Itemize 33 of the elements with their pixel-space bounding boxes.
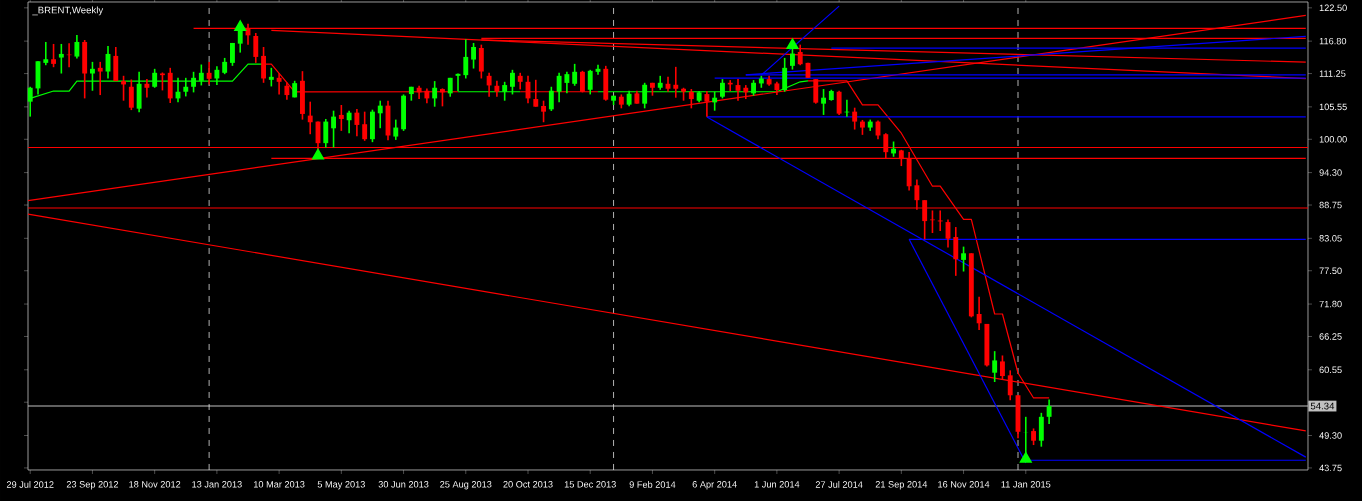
y-tick-label: 49.30	[1319, 432, 1342, 439]
y-tick-label: 94.30	[1319, 169, 1342, 176]
x-tick-label: 13 Jan 2013	[192, 481, 242, 488]
x-tick-label: 29 Jul 2012	[6, 481, 54, 488]
x-tick-label: 1 Jun 2014	[754, 481, 800, 488]
ref-line-label: 54.34	[1310, 402, 1335, 410]
x-tick-label: 27 Jul 2014	[815, 481, 863, 488]
x-tick-label: 10 Mar 2013	[253, 481, 305, 488]
y-tick-label: 60.55	[1319, 366, 1342, 374]
x-tick-label: 5 May 2013	[317, 481, 365, 490]
y-tick-label: 122.50	[1319, 4, 1347, 12]
x-tick-label: 16 Nov 2014	[938, 481, 990, 488]
y-tick-label: 77.50	[1319, 267, 1342, 275]
y-tick-label: 71.80	[1319, 300, 1342, 308]
y-tick-label: 88.75	[1319, 201, 1342, 209]
x-tick-label: 25 Aug 2013	[440, 481, 492, 490]
y-tick-label: 116.80	[1319, 37, 1347, 45]
y-tick-label: 100.00	[1319, 136, 1347, 143]
x-tick-label: 9 Feb 2014	[629, 481, 676, 488]
chart-title: _BRENT,Weekly	[32, 6, 104, 16]
x-tick-label: 21 Sep 2014	[875, 481, 928, 490]
y-tick-label: 83.05	[1319, 235, 1342, 242]
x-tick-label: 11 Jan 2015	[1001, 481, 1051, 488]
x-tick-label: 6 Apr 2014	[692, 481, 737, 490]
y-tick-label: 43.75	[1319, 464, 1342, 472]
x-tick-label: 18 Nov 2012	[129, 481, 181, 488]
y-tick-label: 105.55	[1319, 103, 1347, 111]
x-tick-label: 20 Oct 2013	[503, 481, 553, 488]
x-tick-label: 23 Sep 2012	[66, 481, 119, 490]
x-tick-label: 30 Jun 2013	[378, 481, 429, 488]
y-tick-label: 66.25	[1319, 333, 1342, 340]
y-tick-label: 111.25	[1319, 70, 1346, 77]
x-tick-label: 15 Dec 2013	[564, 481, 616, 488]
